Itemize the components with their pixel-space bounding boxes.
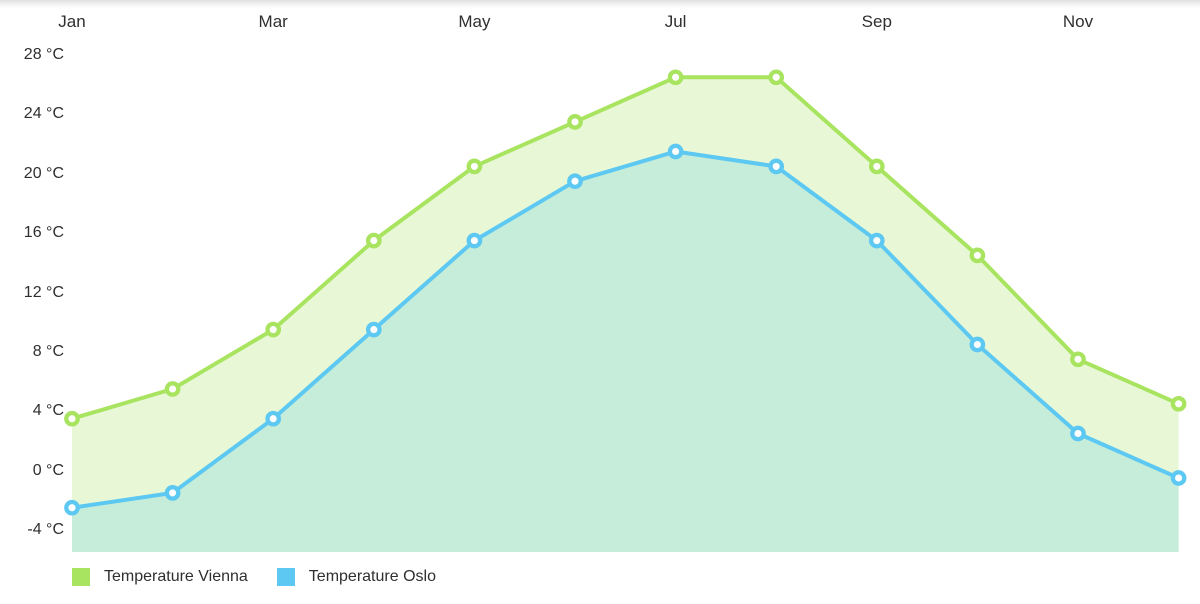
- vienna-marker-feb[interactable]: [164, 381, 181, 397]
- x-axis-label-jan: Jan: [58, 12, 86, 31]
- vienna-marker-jan[interactable]: [64, 410, 80, 427]
- vienna-marker-dec[interactable]: [1170, 395, 1187, 412]
- oslo-marker-jun[interactable]: [567, 173, 583, 190]
- oslo-marker-oct[interactable]: [969, 336, 986, 353]
- legend-label-vienna: Temperature Vienna: [104, 568, 248, 585]
- y-axis-tick-label-0: 0 °C: [32, 461, 64, 479]
- y-axis-tick-label-20: 20 °C: [23, 164, 64, 182]
- x-axis-label-may: May: [458, 12, 491, 31]
- oslo-marker-dec[interactable]: [1170, 470, 1187, 486]
- oslo-marker-may[interactable]: [466, 232, 483, 249]
- vienna-marker-nov[interactable]: [1070, 351, 1086, 368]
- x-axis-label-sep: Sep: [861, 12, 892, 31]
- vienna-marker-aug[interactable]: [768, 69, 785, 86]
- legend-swatch-oslo: [276, 567, 295, 586]
- y-axis-tick-label-4: 4 °C: [32, 402, 64, 420]
- vienna-marker-jun[interactable]: [567, 114, 583, 130]
- legend-swatch-vienna: [72, 567, 90, 586]
- legend-item-oslo: Temperature Oslo: [276, 567, 436, 586]
- x-axis-label-mar: Mar: [258, 12, 288, 31]
- vienna-marker-oct[interactable]: [969, 247, 986, 264]
- legend-label-oslo: Temperature Oslo: [308, 568, 436, 585]
- oslo-marker-sep[interactable]: [868, 232, 885, 249]
- x-axis-label-jul: Jul: [664, 12, 687, 31]
- oslo-marker-jul[interactable]: [667, 143, 684, 160]
- oslo-marker-mar[interactable]: [265, 410, 282, 427]
- vienna-marker-apr[interactable]: [365, 232, 382, 249]
- y-axis-tick-label-minus4: -4 °C: [27, 521, 64, 538]
- oslo-marker-nov[interactable]: [1070, 425, 1086, 442]
- y-axis-tick-label-8: 8 °C: [32, 342, 64, 360]
- vienna-marker-jul[interactable]: [667, 69, 684, 86]
- oslo-marker-apr[interactable]: [365, 321, 382, 338]
- y-axis-tick-label-24: 24 °C: [23, 105, 64, 123]
- y-axis-tick-label-28: 28 °C: [23, 46, 64, 64]
- vienna-marker-mar[interactable]: [265, 321, 282, 338]
- oslo-marker-jan[interactable]: [64, 499, 80, 516]
- x-axis-label-nov: Nov: [1062, 12, 1094, 31]
- vienna-line: [70, 75, 1181, 421]
- oslo-area-fill: [72, 151, 1179, 552]
- oslo-marker-feb[interactable]: [164, 485, 181, 501]
- y-axis-tick-label-12: 12 °C: [23, 283, 64, 301]
- vienna-marker-sep[interactable]: [868, 158, 885, 175]
- vienna-marker-may[interactable]: [466, 158, 483, 175]
- oslo-marker-aug[interactable]: [768, 158, 785, 175]
- chart-legend: Temperature Vienna Temperature Oslo: [72, 567, 465, 586]
- y-axis: 28 °C 24 °C 20 °C 16 °C 12 °C 8 °C 4 °C 0 °C -4 …: [0, 0, 64, 604]
- legend-item-vienna: Temperature Vienna: [72, 567, 248, 586]
- y-axis-tick-label-16: 16 °C: [23, 224, 64, 242]
- oslo-line: [70, 149, 1181, 510]
